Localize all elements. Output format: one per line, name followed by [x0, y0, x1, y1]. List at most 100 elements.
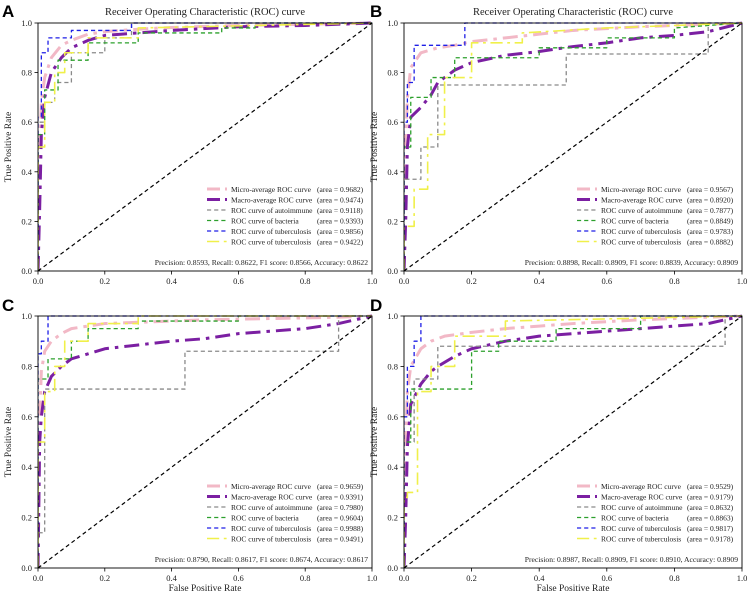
roc-curves — [38, 21, 373, 271]
roc-line-bacteria — [404, 22, 743, 271]
legend-label: ROC curve of tuberculosis — [601, 227, 681, 236]
legend-area: (area = 0.9178) — [687, 534, 734, 543]
y-tick-label: 1.0 — [387, 18, 398, 28]
x-tick-label: 0.8 — [669, 573, 680, 583]
legend-label: ROC curve of bacteria — [231, 513, 299, 522]
legend-label: ROC curve of autoimmune — [231, 206, 313, 215]
x-tick-label: 1.0 — [367, 573, 378, 583]
legend-label: ROC curve of tuberculosis — [231, 524, 311, 533]
roc-line-autoimmune — [404, 22, 742, 271]
legend-label: ROC curve of tuberculosis — [601, 237, 681, 246]
y-axis-label: True Positive Rate — [370, 407, 380, 477]
y-tick-label: 0.8 — [387, 68, 398, 78]
legend-area: (area = 0.9529) — [687, 482, 734, 491]
plot-frame — [403, 22, 743, 272]
chance-diagonal-line — [38, 22, 373, 271]
x-tick-label: 0.8 — [300, 573, 311, 583]
roc-line-micro — [404, 314, 743, 568]
y-tick-label: 0.8 — [21, 361, 32, 371]
legend-area: (area = 0.9783) — [687, 227, 734, 236]
roc-line-tuberculosis-a — [38, 22, 372, 271]
legend-area: (area = 0.8863) — [687, 513, 734, 522]
roc-line-autoimmune — [38, 315, 372, 568]
roc-curves — [38, 314, 373, 568]
legend-area: (area = 0.9567) — [687, 185, 734, 194]
y-tick-label: 0.4 — [21, 167, 32, 177]
panel-letter-d: D — [370, 296, 382, 315]
legend-area: (area = 0.9988) — [317, 524, 364, 533]
legend-area: (area = 0.7980) — [317, 503, 364, 512]
y-tick-label: 0.2 — [387, 216, 398, 226]
legend-area: (area = 0.9474) — [317, 195, 364, 204]
roc-line-micro — [38, 21, 373, 271]
y-tick-label: 1.0 — [21, 18, 32, 28]
x-tick-label: 1.0 — [737, 276, 748, 286]
y-tick-label: 0.6 — [387, 412, 398, 422]
roc-line-tuberculosis-a — [404, 22, 742, 271]
roc-line-macro — [38, 314, 373, 568]
roc-line-tuberculosis-a — [404, 315, 742, 568]
metrics-text: Precision: 0.8790, Recall: 0.8617, F1 sc… — [155, 555, 368, 564]
legend-label: Macro-average ROC curve — [601, 195, 683, 204]
legend-label: ROC curve of bacteria — [231, 216, 299, 225]
panel-letter-a: A — [2, 2, 14, 21]
x-tick-label: 0.8 — [300, 276, 311, 286]
y-tick-label: 0.6 — [21, 412, 32, 422]
roc-curves — [404, 21, 743, 271]
roc-line-tuberculosis-b — [404, 315, 743, 568]
legend-area: (area = 0.9491) — [317, 534, 364, 543]
legend-area: (area = 0.9856) — [317, 227, 364, 236]
x-tick-label: 0.2 — [466, 573, 477, 583]
legend-label: Micro-average ROC curve — [231, 482, 312, 491]
legend-label: ROC curve of tuberculosis — [231, 534, 311, 543]
legend-area: (area = 0.9118) — [317, 206, 363, 215]
legend-area: (area = 0.9817) — [687, 524, 734, 533]
y-tick-label: 0.0 — [387, 563, 398, 573]
y-tick-label: 0.6 — [21, 117, 32, 127]
plot-frame — [37, 22, 373, 272]
legend-area: (area = 0.7877) — [687, 206, 734, 215]
y-axis-label: True Positive Rate — [4, 112, 14, 182]
y-tick-label: 0.2 — [387, 513, 398, 523]
x-tick-label: 0.6 — [233, 573, 244, 583]
legend-label: ROC curve of autoimmune — [601, 503, 683, 512]
y-tick-label: 1.0 — [21, 311, 32, 321]
x-tick-label: 0.4 — [166, 276, 177, 286]
metrics-text: Precision: 0.8593, Recall: 0.8622, F1 sc… — [155, 258, 368, 267]
legend-area: (area = 0.9179) — [687, 492, 734, 501]
legend-area: (area = 0.8882) — [687, 237, 734, 246]
roc-line-tuberculosis-a — [38, 315, 372, 568]
y-tick-label: 0.4 — [387, 462, 398, 472]
panel-letter-b: B — [370, 2, 382, 21]
y-tick-label: 0.6 — [387, 117, 398, 127]
legend-label: Micro-average ROC curve — [231, 185, 312, 194]
x-tick-label: 1.0 — [737, 573, 748, 583]
legend-label: ROC curve of bacteria — [601, 513, 669, 522]
y-tick-label: 0.8 — [387, 361, 398, 371]
y-tick-label: 0.4 — [21, 462, 32, 472]
legend-label: ROC curve of tuberculosis — [231, 227, 311, 236]
roc-line-tuberculosis-b — [38, 22, 373, 271]
roc-line-macro — [404, 314, 743, 568]
x-tick-label: 0.0 — [399, 573, 410, 583]
y-tick-label: 0.0 — [21, 266, 32, 276]
panel-a: A Receiver Operating Characteristic (ROC)… — [2, 2, 377, 286]
x-tick-label: 0.4 — [534, 276, 545, 286]
panel-b: B Receiver Operating Characteristic (ROC)… — [370, 2, 747, 286]
x-tick-label: 1.0 — [367, 276, 378, 286]
legend-label: ROC curve of bacteria — [601, 216, 669, 225]
chance-diagonal-line — [404, 315, 743, 568]
roc-line-tuberculosis-b — [404, 22, 743, 271]
y-tick-label: 0.0 — [21, 563, 32, 573]
y-axis-label: True Positive Rate — [4, 407, 14, 477]
legend-label: Macro-average ROC curve — [601, 492, 683, 501]
legend-area: (area = 0.9659) — [317, 482, 364, 491]
legend-label: Macro-average ROC curve — [231, 492, 313, 501]
legend-area: (area = 0.9422) — [317, 237, 364, 246]
legend-label: ROC curve of tuberculosis — [601, 534, 681, 543]
x-tick-label: 0.0 — [33, 276, 44, 286]
y-axis-label: True Positive Rate — [370, 112, 380, 182]
legend-label: ROC curve of autoimmune — [601, 206, 683, 215]
x-tick-label: 0.2 — [466, 276, 477, 286]
legend-area: (area = 0.8632) — [687, 503, 734, 512]
